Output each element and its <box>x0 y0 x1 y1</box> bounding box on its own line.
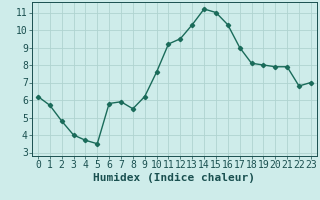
X-axis label: Humidex (Indice chaleur): Humidex (Indice chaleur) <box>93 173 255 183</box>
